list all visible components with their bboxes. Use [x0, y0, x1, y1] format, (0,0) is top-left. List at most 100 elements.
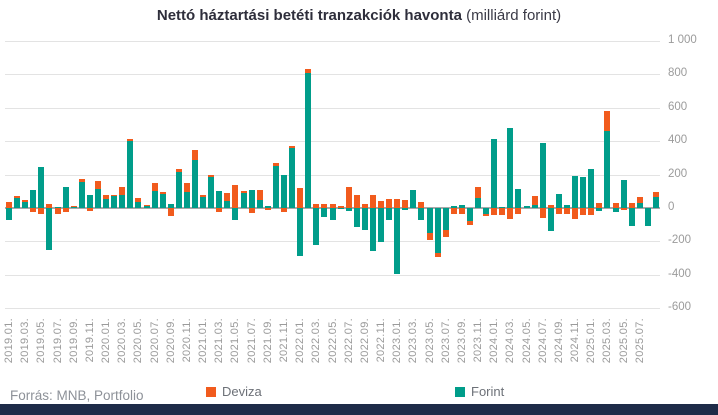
x-axis-tick-label: 2021.07. [245, 318, 258, 364]
bar-segment [256, 199, 263, 208]
x-axis-tick-label: 2023.01. [391, 318, 404, 364]
bar-segment [596, 202, 603, 208]
bar-segment [143, 204, 150, 207]
gridline [5, 241, 660, 243]
bar-segment [305, 72, 312, 208]
x-axis-tick-label: 2020.01. [100, 318, 113, 364]
bar-segment [434, 252, 441, 258]
gridline [5, 107, 660, 109]
bar-segment [6, 207, 13, 221]
bar-segment [54, 207, 61, 209]
bar-segment [86, 194, 93, 208]
x-axis-tick-label: 2020.03. [116, 318, 129, 364]
bar-segment [466, 221, 473, 225]
bar-segment [94, 188, 101, 208]
y-axis-tick-label: -600 [668, 301, 692, 313]
bar-segment [151, 190, 158, 208]
bar-segment [86, 207, 93, 212]
bar-segment [353, 207, 360, 228]
bar-segment [280, 207, 287, 213]
bar-segment [369, 207, 376, 252]
bar-segment [483, 213, 490, 217]
bar-segment [159, 193, 166, 208]
gridline [5, 274, 660, 276]
bar-segment [426, 232, 433, 240]
legend-item-deviza[interactable]: Deviza [206, 384, 262, 399]
x-axis-tick-label: 2021.09. [261, 318, 274, 364]
bar-segment [580, 177, 587, 208]
bar-segment [224, 201, 231, 208]
bar-segment [289, 145, 296, 148]
bar-segment [539, 207, 546, 218]
x-axis-tick-label: 2023.07. [439, 318, 452, 364]
x-axis-tick-label: 2024.11. [569, 318, 582, 363]
x-axis-tick-label: 2021.01. [197, 318, 210, 364]
bar-segment [78, 179, 85, 182]
bar-segment [159, 191, 166, 194]
y-axis-tick-label: 800 [668, 67, 688, 80]
bar-segment [555, 207, 562, 214]
x-axis-tick-label: 2023.03. [407, 318, 420, 364]
bar-segment [264, 207, 271, 211]
bar-segment [232, 185, 239, 208]
x-axis-tick-label: 2020.09. [164, 318, 177, 364]
bar-segment [30, 207, 37, 213]
bar-segment [386, 198, 393, 208]
bar-segment [62, 187, 69, 208]
bar-segment [272, 163, 279, 167]
bar-segment [652, 196, 659, 208]
y-axis-tick-label: 600 [668, 100, 688, 113]
bar-segment [394, 198, 401, 208]
x-axis-tick-label: 2021.05. [229, 318, 242, 364]
bar-segment [604, 111, 611, 132]
x-axis-tick-label: 2020.11. [180, 318, 193, 363]
chart-plot-area [5, 41, 660, 309]
bar-segment [78, 182, 85, 208]
bar-segment [183, 192, 190, 208]
bar-segment [515, 188, 522, 208]
x-axis-tick-label: 2023.05. [423, 318, 436, 364]
bar-segment [70, 205, 77, 207]
x-axis-tick-label: 2023.11. [472, 318, 485, 363]
bar-segment [103, 195, 110, 199]
legend-item-forint[interactable]: Forint [455, 384, 504, 399]
x-axis-tick-label: 2025.07. [633, 318, 646, 364]
x-axis-tick-label: 2020.05. [132, 318, 145, 364]
bar-segment [369, 194, 376, 208]
legend-label-deviza: Deviza [222, 384, 262, 399]
bar-segment [224, 192, 231, 202]
bar-segment [483, 207, 490, 214]
bar-segment [361, 207, 368, 231]
bar-segment [572, 207, 579, 219]
bar-segment [321, 203, 328, 208]
x-axis-tick-label: 2019.01. [3, 318, 16, 364]
bar-segment [192, 160, 199, 208]
x-axis-tick-label: 2024.07. [536, 318, 549, 364]
bar-segment [386, 207, 393, 221]
x-axis-tick-label: 2022.07. [342, 318, 355, 364]
bar-segment [305, 69, 312, 73]
x-axis-tick-label: 2022.11. [375, 318, 388, 363]
bar-segment [30, 189, 37, 208]
y-axis-tick-label: 0 [668, 200, 675, 213]
bar-segment [272, 166, 279, 208]
bar-segment [192, 150, 199, 161]
bar-segment [216, 207, 223, 213]
bar-segment [491, 139, 498, 208]
x-axis-tick-label: 2022.01. [294, 318, 307, 364]
y-axis-tick-label: -200 [668, 234, 692, 247]
x-axis-tick-label: 2023.09. [455, 318, 468, 364]
bar-segment [636, 197, 643, 203]
bar-segment [564, 207, 570, 214]
bar-segment [434, 207, 441, 253]
gridline [5, 74, 660, 76]
bar-segment [572, 176, 579, 208]
bar-segment [46, 203, 53, 208]
bar-segment [450, 206, 457, 208]
bar-segment [297, 188, 304, 208]
bar-segment [458, 204, 465, 208]
bar-segment [297, 207, 304, 256]
bar-segment [418, 207, 425, 221]
bar-segment [466, 207, 473, 222]
bar-segment [208, 174, 215, 178]
